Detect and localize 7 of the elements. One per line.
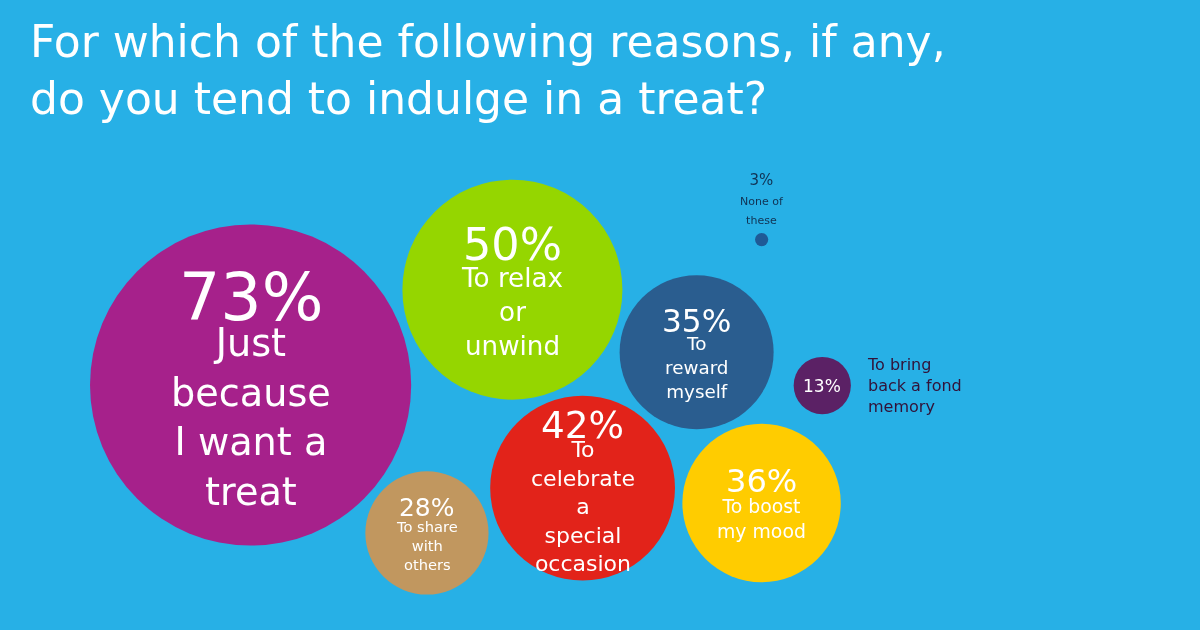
data-label: 13% bbox=[803, 376, 841, 396]
data-label: 3% bbox=[749, 171, 774, 189]
category-label: None of these bbox=[740, 194, 784, 227]
category-label: To bring back a fond memory bbox=[867, 355, 962, 416]
text: For which of the following reasons, if any, do you tend to indulge in a treat? bbox=[30, 15, 946, 124]
category-label: To boost my mood bbox=[717, 496, 806, 542]
category-label: To reward myself bbox=[665, 333, 729, 402]
